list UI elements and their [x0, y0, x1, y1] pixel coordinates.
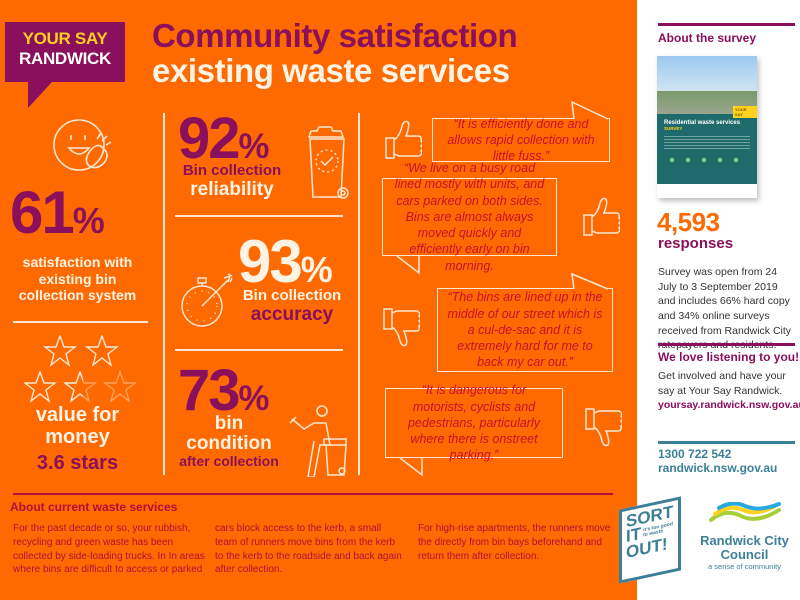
phone-number[interactable]: 1300 722 542 — [658, 447, 732, 461]
reliability-label-line1: Bin collection — [182, 162, 282, 179]
quote-box-4-tail — [398, 457, 428, 477]
quote-box-2-tail — [395, 255, 425, 275]
thumbs-up-icon — [580, 195, 620, 239]
flyer-icons-row — [664, 155, 750, 165]
value-label-line2: money — [45, 425, 110, 448]
council-website-link[interactable]: randwick.nsw.gov.au — [658, 461, 778, 475]
bin-clock-check-icon — [305, 125, 351, 203]
condition-label-line3: after collection — [179, 452, 279, 469]
value-for-money-label: value for money — [10, 404, 145, 448]
title-line1: Community satisfaction — [152, 17, 518, 54]
about-survey-bar — [658, 23, 795, 26]
star-rating-icon — [24, 335, 140, 405]
satisfaction-label: satisfaction with existing bin collectio… — [18, 254, 137, 304]
council-name-line2: Council — [720, 546, 769, 562]
accuracy-label: Bin collection accuracy — [232, 287, 352, 325]
smiley-ok-hand-icon — [45, 115, 117, 180]
your-say-randwick-logo: YOUR SAY RANDWICK — [5, 22, 125, 82]
quote-box-1: “It is efficiently done and allows rapid… — [432, 117, 610, 163]
divider-vertical-1 — [163, 113, 165, 475]
infographic-panel — [0, 0, 637, 600]
title-line2: existing waste services — [152, 52, 510, 90]
logo-line1: YOUR SAY — [22, 29, 108, 48]
about-current-divider — [13, 493, 613, 495]
quote-box-3-tail — [570, 272, 612, 290]
value-label-line1: value for — [35, 404, 120, 426]
council-logo-text: Randwick City Council a sense of communi… — [692, 534, 797, 571]
page-title: Community satisfaction existing waste se… — [152, 17, 518, 90]
person-with-bin-icon — [288, 405, 350, 477]
satisfaction-value: 61% — [10, 179, 105, 246]
condition-label: bin condition after collection — [170, 414, 288, 469]
flyer-subtitle: SURVEY — [664, 126, 683, 131]
quote-box-4: “It is dangerous for motorists, cyclists… — [385, 383, 563, 462]
quote-box-2: “We live on a busy road lined mostly wit… — [382, 161, 557, 273]
reliability-label: Bin collection reliability — [172, 162, 292, 200]
accuracy-label-line1: Bin collection — [242, 287, 342, 304]
quote-box-1-tail — [570, 100, 612, 120]
quote-box-3: “The bins are lined up in the middle of … — [437, 288, 613, 372]
survey-flyer-image: YOUR SAY Residential waste services SURV… — [657, 56, 757, 198]
reliability-value: 92% — [178, 106, 270, 171]
condition-value: 73% — [178, 358, 270, 423]
responses-count: 4,593 — [657, 207, 720, 237]
divider-vertical-2 — [358, 113, 360, 475]
thumbs-down-icon — [582, 405, 622, 449]
flyer-title: Residential waste services — [664, 120, 741, 126]
council-wave-icon — [705, 502, 785, 528]
divider-middle-2 — [175, 349, 343, 351]
about-current-col3: For high-rise apartments, the runners mo… — [418, 523, 611, 562]
about-current-col2: cars block access to the kerb, a small t… — [215, 523, 402, 576]
sort-it-out-logo: SORT IT it's too good to waste OUT! — [619, 496, 681, 584]
accuracy-value: 93% — [238, 228, 333, 295]
thumbs-down-icon — [380, 305, 420, 349]
about-current-col1: For the past decade or so, your rubbish,… — [13, 523, 205, 576]
about-survey-heading: About the survey — [658, 31, 757, 45]
about-current-heading: About current waste services — [10, 500, 178, 514]
condition-label-line2: condition — [186, 432, 272, 454]
council-tagline: a sense of community — [708, 562, 781, 572]
flyer-body-text — [664, 136, 750, 150]
divider-left-1 — [13, 321, 148, 323]
flyer-photo — [657, 56, 757, 114]
logo-speech-tail — [28, 82, 52, 108]
condition-label-line1: bin — [214, 413, 244, 434]
reliability-label-line2: reliability — [190, 178, 274, 200]
survey-description: Survey was open from 24 July to 3 Septem… — [658, 266, 792, 351]
value-rating: 3.6 stars — [36, 452, 119, 474]
listening-bar — [658, 343, 795, 346]
accuracy-label-line2: accuracy — [250, 303, 334, 325]
listening-text: Get involved and have your say at Your S… — [658, 370, 786, 397]
stopwatch-arrow-icon — [178, 270, 236, 332]
contact-bar — [658, 441, 795, 444]
flyer-badge: YOUR SAY — [733, 106, 757, 118]
thumbs-up-icon — [382, 118, 422, 162]
yoursay-link[interactable]: yoursay.randwick.nsw.gov.au — [658, 399, 800, 411]
council-name-line1: Randwick City — [700, 533, 789, 548]
responses-label: responses — [658, 235, 734, 252]
listening-heading: We love listening to you! — [658, 350, 800, 364]
divider-middle-1 — [175, 215, 343, 217]
logo-line2: RANDWICK — [18, 49, 112, 68]
flyer-footer — [657, 184, 757, 198]
